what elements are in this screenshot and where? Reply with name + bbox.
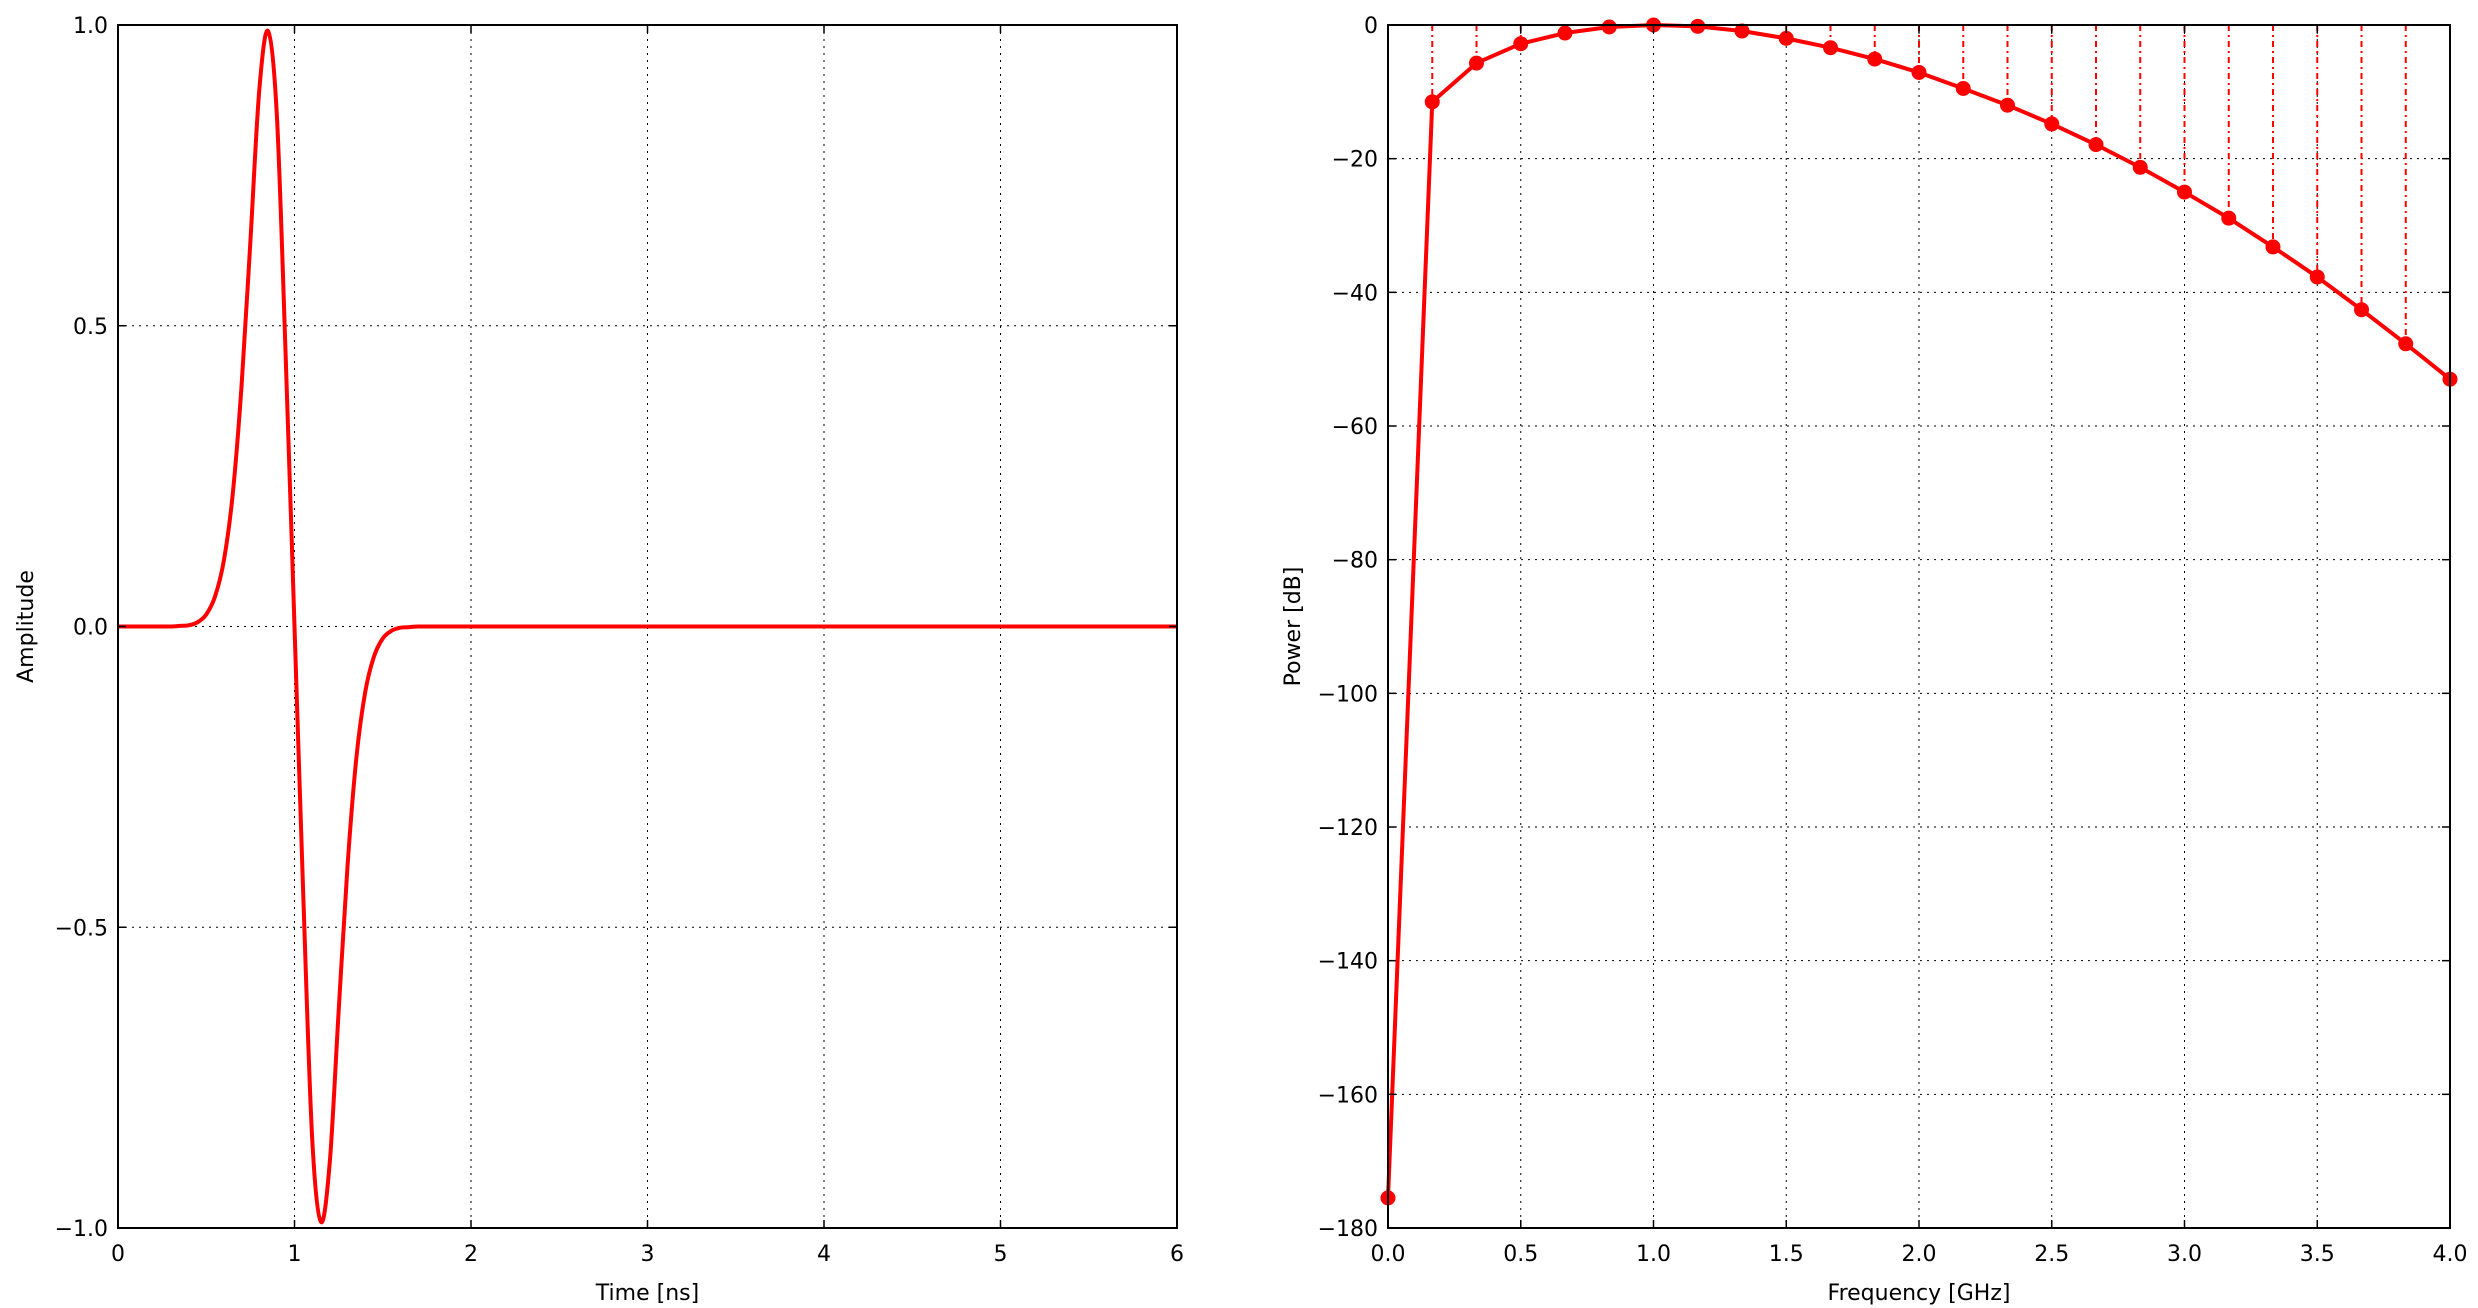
y-tick-label: −160 [1318,1083,1378,1108]
y-tick-label: −20 [1332,148,1378,173]
series-layer [117,28,1177,1225]
x-tick-label: 3 [641,1242,655,1267]
x-tick-label: 1.0 [1636,1242,1671,1267]
data-point [1513,36,1529,52]
data-point [2265,239,2281,255]
y-tick-label: −100 [1318,682,1378,707]
y-tick-label: −1.0 [55,1217,108,1242]
ticks: 0.0 0.5 1.0 1.5 2.0 2.5 3.0 3.5 4.0 −180 −160 −140 −… [1318,14,2468,1267]
x-tick-label: 2.5 [2034,1242,2069,1267]
data-point [1999,97,2015,113]
x-axis-label: Frequency [GHz] [1828,1281,2011,1306]
x-tick-label: 2 [464,1242,478,1267]
data-point [2354,302,2370,318]
y-tick-label: −140 [1318,950,1378,975]
data-point [1823,40,1839,56]
y-tick-label: 1.0 [73,14,108,39]
x-tick-label: 2.0 [1902,1242,1937,1267]
data-point [1955,80,1971,96]
data-point [1911,64,1927,80]
data-point [1778,30,1794,46]
y-axis-label: Amplitude [14,570,39,683]
data-point [1557,25,1573,41]
data-point [1867,51,1883,67]
series-line [117,28,1177,1225]
data-point [1690,18,1706,34]
data-point [2398,336,2414,352]
x-tick-label: 4 [817,1242,831,1267]
x-tick-label: 5 [994,1242,1008,1267]
data-point [2088,137,2104,153]
data-point [2044,116,2060,132]
data-point [2132,159,2148,175]
y-tick-label: 0.5 [73,315,108,340]
ticks: 0 1 2 3 4 5 6 −1.0 −0.5 0.0 0.5 1.0 [55,14,1184,1267]
data-point [1424,94,1440,110]
x-tick-label: 0.5 [1503,1242,1538,1267]
grid [1388,25,2450,1228]
y-tick-label: −60 [1332,415,1378,440]
series-layer [1380,17,2458,1206]
data-point [1734,23,1750,39]
data-point [2309,269,2325,285]
y-tick-label: −120 [1318,816,1378,841]
frequency-domain-plot: 0.0 0.5 1.0 1.5 2.0 2.5 3.0 3.5 4.0 −180 −160 −140 −… [1281,14,2468,1306]
x-tick-label: 1.5 [1769,1242,1804,1267]
y-tick-label: −80 [1332,549,1378,574]
y-tick-label: −40 [1332,281,1378,306]
x-tick-label: 3.0 [2167,1242,2202,1267]
time-domain-plot: 0 1 2 3 4 5 6 −1.0 −0.5 0.0 0.5 1.0 Time [ns] Ampli… [14,14,1184,1306]
y-tick-label: −0.5 [55,916,108,941]
y-tick-label: −180 [1318,1217,1378,1242]
x-tick-label: 0.0 [1371,1242,1406,1267]
x-tick-label: 1 [288,1242,302,1267]
x-tick-label: 4.0 [2433,1242,2468,1267]
x-axis-label: Time [ns] [595,1281,699,1306]
y-tick-label: 0 [1364,14,1378,39]
y-axis-label: Power [dB] [1281,567,1306,687]
data-point [2177,184,2192,200]
data-point [2221,210,2237,226]
data-point [1601,19,1617,35]
y-tick-label: 0.0 [73,616,108,641]
x-tick-label: 6 [1170,1242,1184,1267]
x-tick-label: 3.5 [2300,1242,2335,1267]
x-tick-label: 0 [111,1242,125,1267]
data-point [1468,55,1484,71]
